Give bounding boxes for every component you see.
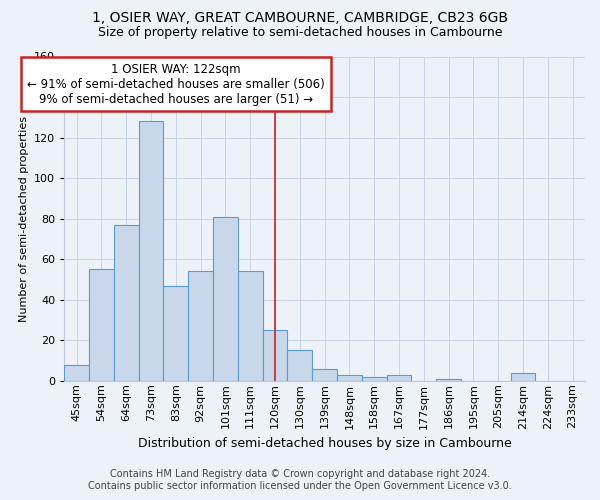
Bar [263, 330, 287, 381]
Text: 1 OSIER WAY: 122sqm
← 91% of semi-detached houses are smaller (506)
9% of semi-d: 1 OSIER WAY: 122sqm ← 91% of semi-detach… [27, 62, 325, 106]
Bar [188, 272, 213, 381]
Bar [89, 270, 114, 381]
Bar [337, 374, 362, 381]
Text: 1, OSIER WAY, GREAT CAMBOURNE, CAMBRIDGE, CB23 6GB: 1, OSIER WAY, GREAT CAMBOURNE, CAMBRIDGE… [92, 11, 508, 25]
Text: Contains HM Land Registry data © Crown copyright and database right 2024.
Contai: Contains HM Land Registry data © Crown c… [88, 470, 512, 491]
Bar [436, 378, 461, 381]
Text: Size of property relative to semi-detached houses in Cambourne: Size of property relative to semi-detach… [98, 26, 502, 39]
Bar [287, 350, 312, 381]
Bar [511, 372, 535, 381]
Bar [238, 272, 263, 381]
Bar [139, 122, 163, 381]
Bar [114, 224, 139, 381]
Bar [163, 286, 188, 381]
Bar [64, 364, 89, 381]
Bar [386, 374, 412, 381]
X-axis label: Distribution of semi-detached houses by size in Cambourne: Distribution of semi-detached houses by … [138, 437, 511, 450]
Y-axis label: Number of semi-detached properties: Number of semi-detached properties [19, 116, 29, 322]
Bar [312, 368, 337, 381]
Bar [362, 376, 386, 381]
Bar [213, 216, 238, 381]
